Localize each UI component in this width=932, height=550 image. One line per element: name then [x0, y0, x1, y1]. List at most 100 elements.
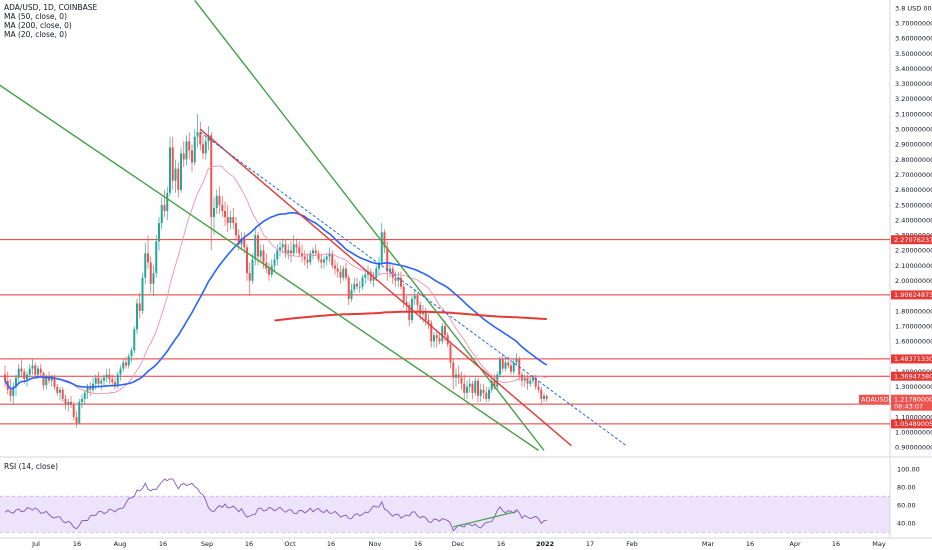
- candle-body: [510, 365, 512, 372]
- candle-body: [210, 135, 213, 218]
- level-tag-label: 2.27076237: [894, 236, 932, 244]
- time-tick-label: 16: [746, 540, 754, 548]
- candle-body: [34, 365, 37, 375]
- time-tick-label: Jul: [31, 540, 40, 548]
- level-tag-bg: [891, 235, 932, 245]
- candle-body: [141, 277, 144, 311]
- level-tag-label: 1.90624873: [894, 291, 932, 299]
- symbol-title[interactable]: ADA/USD, 1D, COINBASE: [4, 3, 98, 12]
- candle-body: [290, 250, 292, 254]
- candle-body: [191, 150, 193, 163]
- candle-body: [100, 380, 103, 384]
- candle-body: [485, 392, 488, 399]
- candle-body: [122, 362, 125, 369]
- candle-body: [537, 386, 540, 390]
- candle-body: [336, 268, 339, 272]
- rsi-band: [0, 496, 890, 533]
- candle-body: [4, 374, 6, 381]
- candle-body: [12, 386, 15, 396]
- candle-body: [499, 359, 501, 375]
- time-tick-label: Apr: [789, 540, 801, 548]
- price-tick-label: 2.90000000: [895, 141, 932, 149]
- price-tick-label: 3.8 USD 000: [895, 4, 932, 12]
- candle-body: [375, 268, 378, 278]
- candle-body: [424, 311, 427, 321]
- candle-body: [389, 268, 391, 272]
- candle-body: [397, 277, 400, 281]
- ma50-legend[interactable]: MA (50, close, 0): [4, 12, 68, 21]
- candle-body: [237, 235, 240, 245]
- candle-body: [61, 389, 64, 399]
- candle-body: [251, 259, 254, 281]
- price-tick-label: 2.50000000: [895, 201, 932, 209]
- rsi-tick-label: 80.00: [897, 483, 916, 491]
- candle-body: [204, 141, 207, 154]
- time-tick-label: 16: [327, 540, 335, 548]
- candle-body: [529, 380, 532, 384]
- candle-body: [281, 244, 284, 248]
- price-tick-label: 3.40000000: [895, 65, 932, 73]
- level-tag-label: 1.48371330: [894, 355, 932, 363]
- candle-body: [94, 377, 97, 384]
- candle-body: [279, 247, 281, 251]
- candle-body: [347, 277, 350, 299]
- candle-body: [64, 398, 67, 405]
- candle-body: [185, 141, 188, 160]
- price-tick-label: 3.70000000: [895, 19, 932, 27]
- time-tick-label: Dec: [452, 540, 465, 548]
- candle-body: [262, 250, 265, 263]
- candle-body: [125, 362, 127, 366]
- candle-body: [166, 192, 169, 212]
- price-tick-label: 2.40000000: [895, 216, 932, 224]
- candle-body: [180, 153, 182, 190]
- candle-body: [463, 383, 466, 393]
- trendline-green-0: [0, 84, 539, 451]
- candle-body: [127, 356, 130, 366]
- price-tag-bg: [891, 394, 932, 411]
- candle-body: [433, 335, 435, 342]
- ma20-legend[interactable]: MA (20, close, 0): [4, 30, 68, 39]
- price-tick-label: 2.70000000: [895, 171, 932, 179]
- price-tick-label: 1.80000000: [895, 307, 932, 315]
- candle-body: [15, 377, 17, 387]
- candle-body: [257, 235, 259, 257]
- symbol-tag-label: ADAUSD: [861, 396, 889, 404]
- candle-body: [75, 417, 78, 424]
- candle-body: [449, 344, 452, 363]
- candle-body: [202, 144, 204, 154]
- candle-body: [378, 262, 380, 269]
- candle-body: [97, 377, 100, 384]
- candle-body: [342, 268, 345, 278]
- candle-body: [317, 253, 320, 260]
- price-tick-label: 1.10000000: [895, 413, 932, 421]
- candle-body: [86, 386, 89, 393]
- candle-body: [177, 168, 180, 190]
- candle-body: [369, 271, 372, 281]
- candle-body: [457, 374, 460, 378]
- rsi-legend[interactable]: RSI (14, close): [4, 462, 59, 471]
- candle-body: [268, 268, 270, 275]
- candle-body: [193, 136, 196, 163]
- candle-body: [213, 207, 215, 218]
- price-tick-label: 1.70000000: [895, 322, 932, 330]
- candle-body: [259, 250, 262, 257]
- candle-body: [243, 238, 246, 248]
- time-tick-label: Feb: [626, 540, 638, 548]
- candle-body: [171, 147, 174, 181]
- price-tick-label: 2.10000000: [895, 262, 932, 270]
- candle-body: [114, 382, 116, 386]
- ma200-legend[interactable]: MA (200, close, 0): [4, 21, 72, 30]
- candle-body: [320, 259, 323, 263]
- candle-body: [350, 289, 353, 299]
- candle-body: [345, 268, 347, 278]
- candle-body: [471, 383, 474, 393]
- candle-body: [163, 204, 166, 212]
- candle-body: [331, 253, 334, 266]
- rsi-tick-label: 60.00: [897, 502, 916, 510]
- time-tick-label: 2022: [536, 540, 554, 548]
- candle-body: [108, 374, 111, 380]
- candle-body: [353, 283, 356, 290]
- candle-body: [31, 365, 34, 369]
- candle-body: [83, 392, 86, 399]
